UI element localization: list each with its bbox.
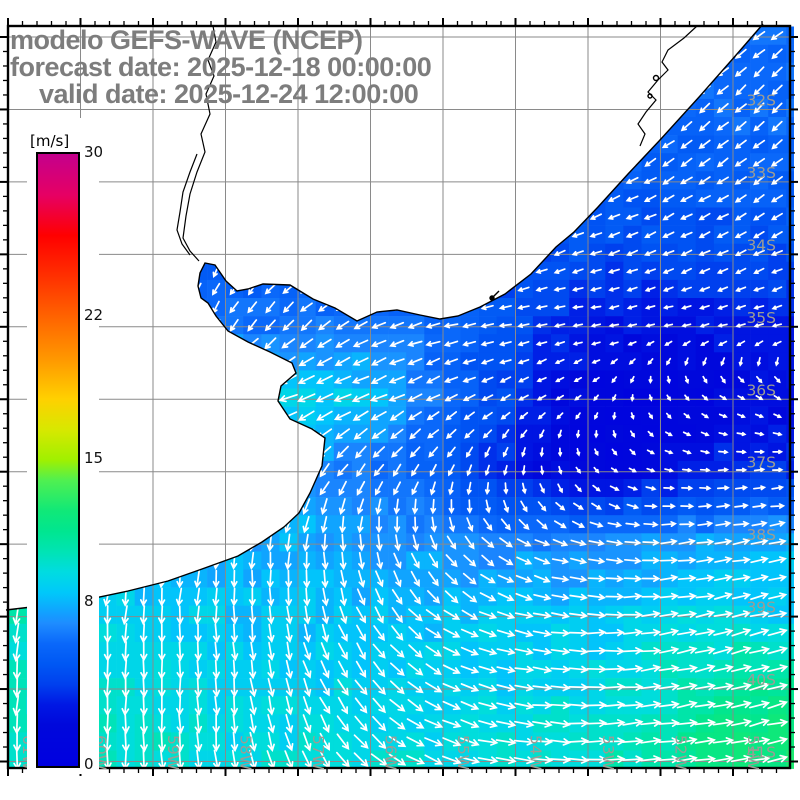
colorbar: [m/s] 30 22 15 8 0 — [27, 118, 103, 774]
lagoon-island — [652, 74, 660, 82]
lon-label-57W: 57W — [309, 735, 327, 770]
lon-label-53W: 53W — [599, 735, 617, 770]
islet-mark — [492, 290, 500, 298]
colorbar-tick-22: 22 — [84, 306, 104, 325]
colorbar-tick-15: 15 — [84, 449, 104, 467]
graticule-gridlines — [8, 26, 790, 768]
colorbar-tick-8: 8 — [84, 591, 94, 610]
lagoon-island — [647, 93, 653, 99]
lat-label-36S: 36S — [746, 381, 776, 399]
lat-label-39S: 39S — [746, 599, 776, 617]
lon-label-55W: 55W — [454, 735, 472, 770]
lat-label-37S: 37S — [746, 454, 776, 472]
lon-label-56W: 56W — [382, 735, 400, 770]
colorbar-unit-label: [m/s] — [30, 132, 70, 150]
coastline — [5, 23, 764, 611]
lagoon-shore — [637, 25, 698, 147]
lat-label-32S: 32S — [746, 91, 776, 109]
colorbar-tick-30: 30 — [84, 143, 104, 161]
lon-label-51W: 51W — [744, 735, 762, 770]
river-parana — [182, 25, 217, 262]
colorbar-gradient — [36, 152, 80, 768]
lat-label-34S: 34S — [746, 236, 776, 254]
lon-label-59W: 59W — [164, 735, 182, 770]
lat-label-38S: 38S — [746, 526, 776, 544]
graticule-labels: 32S33S34S35S36S37S38S39S40S41S61W60W59W5… — [19, 91, 776, 770]
lon-label-54W: 54W — [527, 735, 545, 770]
lat-label-35S: 35S — [746, 309, 776, 327]
lat-label-33S: 33S — [746, 164, 776, 182]
river-uruguay — [176, 153, 198, 256]
lon-label-58W: 58W — [237, 735, 255, 770]
map-border — [0, 18, 798, 776]
lon-label-52W: 52W — [672, 735, 690, 770]
coastline-layer — [5, 23, 764, 611]
colorbar-tick-0: 0 — [84, 755, 94, 773]
lat-label-41S: 41S — [746, 744, 776, 762]
lat-label-40S: 40S — [746, 671, 776, 689]
